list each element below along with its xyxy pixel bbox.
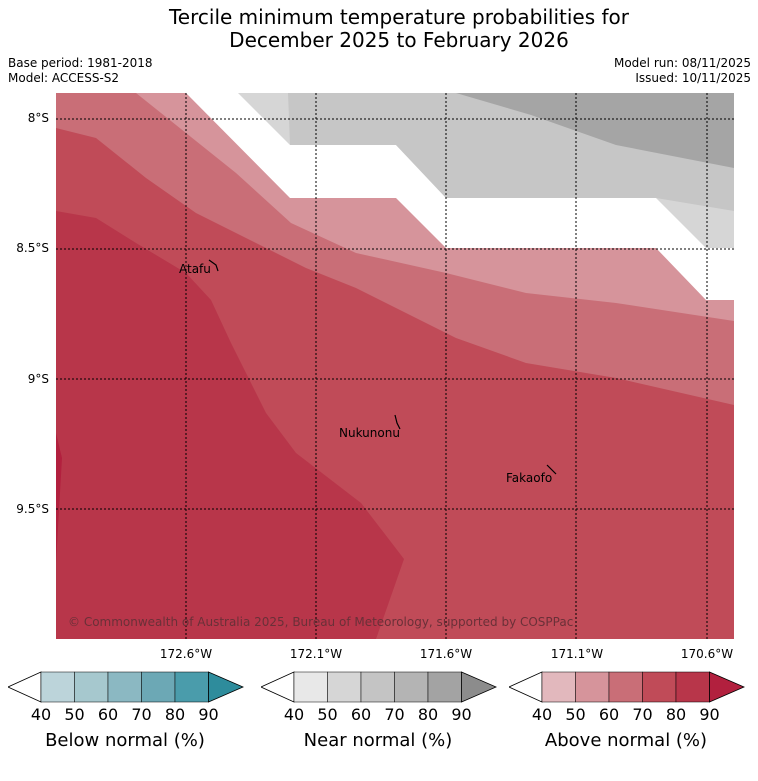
legend-above-tick-40: 40 bbox=[531, 705, 553, 724]
legend-below-tick-60: 60 bbox=[97, 705, 119, 724]
legend-below-tick-40: 40 bbox=[30, 705, 52, 724]
legend-near-swatch-2 bbox=[327, 671, 362, 703]
legend-below-swatch-4 bbox=[141, 671, 176, 703]
model-run: Model run: 08/11/2025 bbox=[613, 56, 751, 70]
legend-above-swatch-4 bbox=[642, 671, 677, 703]
nukunonu-atoll bbox=[394, 414, 401, 430]
legend-below-swatch-5 bbox=[174, 671, 209, 703]
legend-above-swatch-5 bbox=[675, 671, 710, 703]
legend-below-swatch-3 bbox=[107, 671, 142, 703]
legend-below-tick-50: 50 bbox=[64, 705, 85, 724]
legend-above-colorbar bbox=[509, 671, 745, 703]
legend-below-tick-80: 80 bbox=[164, 705, 186, 724]
lon-label-170-6w: 170.6°W bbox=[680, 647, 734, 661]
meta-right: Model run: 08/11/2025 Issued: 10/11/2025 bbox=[614, 56, 751, 86]
lat-label-9s: 9°S bbox=[27, 372, 49, 386]
near-60-70-region bbox=[456, 93, 734, 168]
legend-near-swatch-under bbox=[261, 671, 295, 703]
issued-date: Issued: 10/11/2025 bbox=[635, 71, 751, 85]
place-label-fakaofo: Fakaofo bbox=[506, 471, 552, 485]
map-panel: Atafu Nukunonu Fakaofo © Commonwealth of… bbox=[56, 93, 734, 639]
lon-label-171-1w: 171.1°W bbox=[550, 647, 604, 661]
legend-below-swatch-1 bbox=[40, 671, 75, 703]
legend-above-label: Above normal (%) bbox=[544, 730, 708, 751]
legend-above-tick-90: 90 bbox=[699, 705, 720, 724]
legend-near-label: Near normal (%) bbox=[303, 730, 453, 751]
legend-near-colorbar bbox=[261, 671, 497, 703]
legend-near-swatch-1 bbox=[293, 671, 328, 703]
base-period: Base period: 1981-2018 bbox=[8, 56, 153, 70]
legend-near-tick-40: 40 bbox=[283, 705, 305, 724]
lat-label-8s: 8°S bbox=[27, 111, 49, 125]
legend-below-swatch-2 bbox=[74, 671, 109, 703]
legend-near-tick-90: 90 bbox=[451, 705, 472, 724]
title-line-2: December 2025 to February 2026 bbox=[229, 28, 569, 52]
lon-label-171-6w: 171.6°W bbox=[419, 647, 473, 661]
legend-above-tick-50: 50 bbox=[565, 705, 586, 724]
above-90-plus-region bbox=[56, 433, 62, 563]
title-line-1: Tercile minimum temperature probabilitie… bbox=[168, 5, 630, 29]
place-label-atafu: Atafu bbox=[179, 262, 211, 276]
legend-above-swatch-1 bbox=[541, 671, 576, 703]
legend-below-tick-70: 70 bbox=[131, 705, 152, 724]
lat-label-9-5s: 9.5°S bbox=[16, 502, 49, 516]
copyright-notice: © Commonwealth of Australia 2025, Bureau… bbox=[68, 615, 573, 629]
above-80-90-region bbox=[56, 211, 404, 639]
place-label-nukunonu: Nukunonu bbox=[339, 426, 400, 440]
legend-near-tick-80: 80 bbox=[417, 705, 439, 724]
lat-label-8-5s: 8.5°S bbox=[16, 241, 49, 255]
lon-label-172-6w: 172.6°W bbox=[159, 647, 213, 661]
map-title: Tercile minimum temperature probabilitie… bbox=[0, 6, 758, 52]
legend-above-swatch-3 bbox=[608, 671, 643, 703]
legend-near-swatch-4 bbox=[394, 671, 429, 703]
lon-label-172-1w: 172.1°W bbox=[289, 647, 343, 661]
legend-above-swatch-over bbox=[709, 671, 745, 703]
legend-near-swatch-3 bbox=[360, 671, 395, 703]
legend-below-tick-90: 90 bbox=[198, 705, 219, 724]
legend-below-swatch-under bbox=[8, 671, 42, 703]
legend-near-swatch-over bbox=[461, 671, 497, 703]
legend-below-swatch-over bbox=[208, 671, 244, 703]
graticule bbox=[56, 93, 734, 639]
model-name: Model: ACCESS-S2 bbox=[8, 71, 120, 85]
legend-below-colorbar bbox=[8, 671, 244, 703]
legend-near-tick-50: 50 bbox=[317, 705, 338, 724]
legend-above-swatch-2 bbox=[575, 671, 610, 703]
legend-below-label: Below normal (%) bbox=[45, 730, 205, 751]
atafu-atoll bbox=[208, 259, 219, 272]
legend-above-tick-70: 70 bbox=[632, 705, 653, 724]
legend-above-tick-60: 60 bbox=[598, 705, 620, 724]
fakaofo-atoll bbox=[546, 464, 557, 475]
legend-near-tick-60: 60 bbox=[350, 705, 372, 724]
legend-near-tick-70: 70 bbox=[384, 705, 405, 724]
legend-above-tick-80: 80 bbox=[665, 705, 687, 724]
legend-near-swatch-5 bbox=[427, 671, 462, 703]
meta-left: Base period: 1981-2018 Model: ACCESS-S2 bbox=[8, 56, 153, 86]
legend-above-swatch-under bbox=[509, 671, 543, 703]
